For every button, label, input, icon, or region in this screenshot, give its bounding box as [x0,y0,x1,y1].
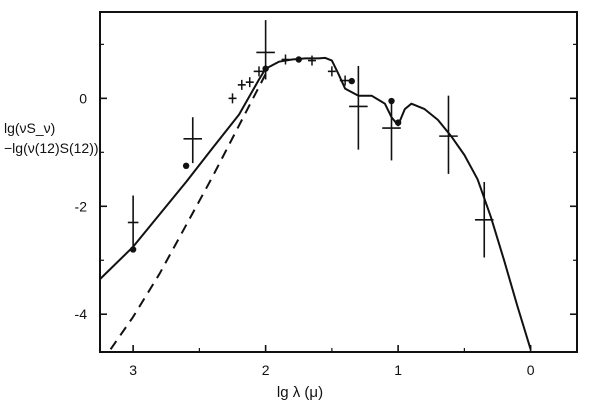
data-point [348,77,355,85]
data-point [349,65,368,150]
data-point [388,97,395,105]
dot-marker [348,77,355,85]
data-point [127,195,139,253]
data-point [129,246,137,253]
data-point [394,119,402,126]
y-tick-label: -2 [75,198,88,214]
data-point [183,117,203,164]
data-point [228,93,237,104]
data-point [237,79,246,90]
x-tick-label: 0 [527,362,535,378]
y-axis-title-line1: lg(νS_ν) [4,120,56,136]
data-point [245,77,254,88]
x-tick-label: 3 [129,362,137,378]
data-point [382,101,401,161]
y-axis-title-line2: −lg(ν(12)S(12)) [4,140,99,156]
data-points-layer [127,20,494,258]
solid-model-curve [99,56,532,350]
data-point [439,95,458,174]
data-point [308,55,316,66]
x-axis-title: lg λ (μ) [277,384,323,401]
dot-marker [182,162,190,170]
plot-frame [99,11,578,353]
data-point [281,54,290,65]
data-point [182,162,190,170]
dot-marker [295,56,302,63]
y-tick-label: 0 [79,90,87,106]
x-tick-label: 1 [394,362,402,378]
dot-marker [129,246,137,253]
dot-marker [388,97,395,105]
data-point [327,66,336,77]
dot-marker [394,119,402,126]
data-point [256,20,275,80]
dashed-model-curve [109,73,267,350]
y-tick-label: -4 [75,306,88,322]
x-tick-label: 2 [262,362,270,378]
axis-ticks: 3 2 1 0 0 -2 -4 [75,43,577,378]
data-point [474,182,494,258]
data-point [295,56,302,63]
data-point [253,66,265,77]
series-layer [99,56,532,350]
